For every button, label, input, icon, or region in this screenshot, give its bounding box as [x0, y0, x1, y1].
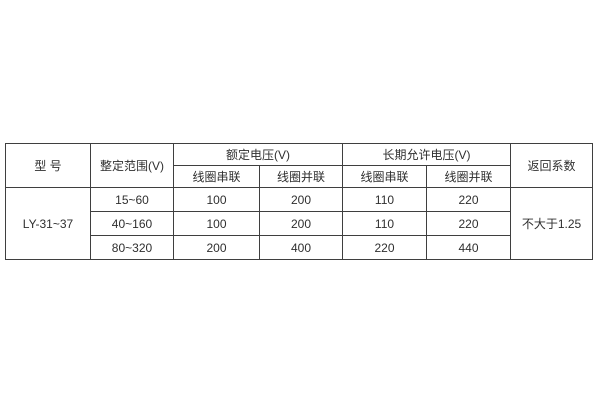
cell-return-coefficient-value: 不大于1.25 [510, 187, 593, 260]
cell-setting-range: 15~60 [90, 187, 174, 212]
cell-setting-range: 40~160 [90, 211, 174, 236]
header-return-coefficient: 返回系数 [510, 143, 593, 188]
spec-table-container: 型 号 整定范围(V) 额定电压(V) 长期允许电压(V) 返回系数 线圈串联 … [5, 143, 593, 260]
header-long-term-voltage: 长期允许电压(V) [342, 143, 511, 166]
cell-model-value: LY-31~37 [5, 187, 91, 260]
cell-longterm-series: 110 [342, 211, 427, 236]
header-setting-range: 整定范围(V) [90, 143, 174, 188]
cell-rated-parallel: 400 [259, 235, 343, 260]
cell-longterm-series: 220 [342, 235, 427, 260]
header-rated-voltage: 额定电压(V) [173, 143, 343, 166]
cell-setting-range: 80~320 [90, 235, 174, 260]
subheader-longterm-coil-parallel: 线圈并联 [426, 165, 511, 188]
spec-table: 型 号 整定范围(V) 额定电压(V) 长期允许电压(V) 返回系数 线圈串联 … [5, 143, 593, 260]
cell-rated-parallel: 200 [259, 187, 343, 212]
subheader-longterm-coil-series: 线圈串联 [342, 165, 427, 188]
table-row: LY-31~37 15~60 100 200 110 220 不大于1.25 [5, 187, 593, 260]
cell-longterm-parallel: 220 [426, 211, 511, 236]
cell-rated-parallel: 200 [259, 211, 343, 236]
cell-rated-series: 100 [173, 187, 260, 212]
header-row-1: 型 号 整定范围(V) 额定电压(V) 长期允许电压(V) 返回系数 [5, 143, 593, 188]
table-row: 40~160 100 200 110 220 [6, 211, 593, 236]
cell-longterm-parallel: 440 [426, 235, 511, 260]
subheader-rated-coil-parallel: 线圈并联 [259, 165, 343, 188]
header-model: 型 号 [5, 143, 91, 188]
cell-rated-series: 100 [173, 211, 260, 236]
cell-longterm-parallel: 220 [426, 187, 511, 212]
cell-longterm-series: 110 [342, 187, 427, 212]
subheader-rated-coil-series: 线圈串联 [173, 165, 260, 188]
table-row: 80~320 200 400 220 440 [6, 235, 593, 260]
cell-rated-series: 200 [173, 235, 260, 260]
